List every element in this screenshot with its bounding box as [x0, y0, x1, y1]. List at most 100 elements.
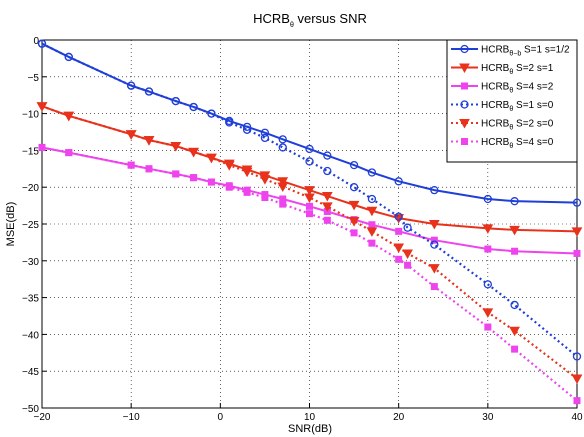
data-point — [367, 194, 377, 204]
series-line — [41, 146, 578, 255]
data-point — [511, 247, 519, 255]
data-point — [143, 136, 155, 146]
data-point — [64, 52, 73, 62]
data-point — [304, 186, 315, 196]
data-point — [225, 183, 233, 191]
series-4 — [37, 39, 582, 361]
data-point — [323, 216, 331, 224]
data-point — [189, 102, 198, 112]
y-tick-label: 0 — [33, 36, 39, 47]
data-point — [404, 261, 412, 269]
data-point — [170, 141, 182, 152]
data-point — [572, 352, 582, 361]
ticks: −20 −10 0 10 20 30 40 0 −5 −10 −15 −20 −25 −30 −35 −40 −… — [22, 36, 583, 423]
data-point — [367, 168, 377, 177]
y-tick-label: −25 — [22, 220, 39, 231]
data-point — [483, 280, 492, 289]
data-point — [278, 143, 287, 152]
series-6 — [38, 143, 581, 405]
y-tick-label: −35 — [22, 294, 39, 305]
data-point — [207, 178, 215, 186]
data-point — [430, 283, 438, 291]
data-point — [394, 177, 403, 186]
data-point — [305, 157, 314, 166]
data-point — [428, 264, 440, 274]
series-5 — [36, 102, 583, 385]
data-point — [260, 133, 270, 143]
data-point — [349, 160, 359, 170]
data-point — [348, 200, 360, 211]
data-point — [572, 198, 582, 207]
data-point — [573, 249, 581, 257]
data-point — [482, 308, 494, 318]
data-point — [484, 245, 492, 253]
data-point — [206, 153, 217, 164]
x-tick-label: −10 — [123, 412, 140, 423]
data-point — [172, 170, 180, 178]
x-tick-label: 30 — [482, 412, 494, 423]
data-point — [223, 161, 235, 171]
legend-label: HCRBθ S=2 s=0 — [481, 119, 554, 132]
legend-label: HCRBθ S=4 s=2 — [481, 82, 554, 95]
data-point — [261, 194, 269, 202]
y-tick-label: −15 — [22, 146, 39, 157]
data-point — [63, 111, 75, 122]
data-point — [207, 109, 216, 118]
data-point — [242, 125, 252, 134]
y-tick-label: −10 — [22, 110, 39, 121]
legend-marker — [460, 100, 469, 109]
data-point — [242, 122, 252, 131]
data-point — [306, 202, 313, 210]
y-tick-label: −50 — [22, 404, 39, 415]
data-point — [573, 397, 581, 405]
legend-marker — [460, 44, 469, 54]
series-layer — [36, 39, 583, 405]
data-point — [349, 183, 359, 192]
data-point — [482, 224, 494, 234]
data-point — [38, 143, 46, 151]
data-point — [277, 182, 289, 192]
data-point — [125, 130, 137, 140]
y-axis-label: MSE(dB) — [5, 202, 17, 247]
y-tick-label: −5 — [28, 73, 40, 84]
data-point — [393, 243, 405, 254]
data-point — [323, 151, 332, 160]
data-point — [305, 144, 314, 154]
data-point — [366, 227, 378, 237]
data-point — [306, 210, 313, 218]
data-point — [484, 323, 492, 331]
data-point — [241, 167, 253, 178]
data-point — [350, 229, 358, 237]
legend-label: HCRBθ−b S=1 s=1/2 — [481, 45, 570, 58]
legend-entry: HCRBθ S=2 s=0 — [451, 119, 554, 132]
data-point — [571, 374, 583, 385]
data-point — [510, 300, 519, 310]
data-point — [144, 87, 154, 96]
data-point — [145, 165, 153, 173]
data-point — [278, 135, 287, 144]
series-line — [41, 42, 578, 358]
data-point — [279, 200, 287, 208]
chart-title: HCRBθ versus SNR — [253, 11, 367, 29]
y-tick-label: −45 — [22, 367, 39, 378]
legend-marker — [459, 63, 470, 74]
data-point — [394, 212, 403, 221]
legend-entry: HCRBθ−b S=1 s=1/2 — [451, 45, 570, 58]
data-point — [511, 345, 519, 353]
legend-label: HCRBθ S=2 s=1 — [481, 63, 554, 76]
data-point — [395, 227, 403, 235]
data-point — [243, 188, 251, 196]
data-point — [395, 255, 403, 263]
x-tick-label: 40 — [571, 412, 583, 423]
data-point — [348, 217, 360, 227]
data-point — [321, 202, 333, 212]
x-axis-label: SNR(dB) — [288, 423, 332, 435]
data-point — [188, 147, 199, 158]
legend-label: HCRBθ S=1 s=0 — [481, 100, 554, 113]
data-point — [36, 102, 48, 112]
legend-marker — [461, 138, 468, 145]
data-point — [571, 227, 583, 237]
y-tick-label: −40 — [22, 330, 39, 341]
x-tick-label: 20 — [393, 412, 405, 423]
